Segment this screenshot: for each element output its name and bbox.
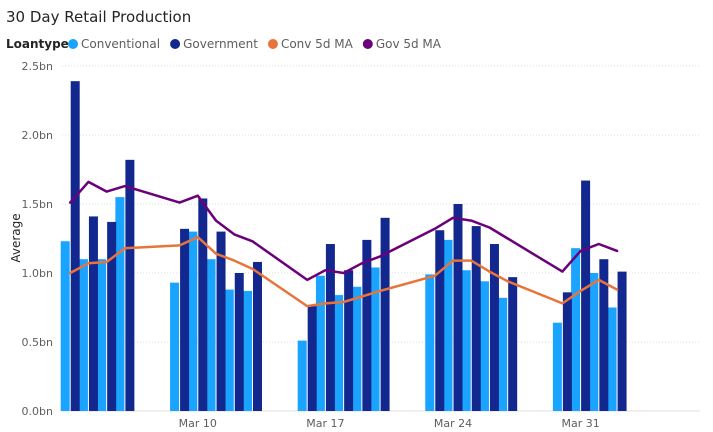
legend-marker-conv-5d-ma xyxy=(267,39,278,49)
legend-marker-conventional xyxy=(68,39,78,49)
bar-conventional[interactable] xyxy=(607,307,617,412)
bar-conventional[interactable] xyxy=(78,259,88,411)
bar-government[interactable] xyxy=(107,221,117,411)
bar-government[interactable] xyxy=(70,81,80,412)
bar-government[interactable] xyxy=(599,259,609,411)
bar-conventional[interactable] xyxy=(297,340,307,411)
bar-government[interactable] xyxy=(198,198,208,411)
legend-label-conv-5d-ma: Conv 5d MA xyxy=(281,37,354,51)
y-tick-label: 2.0bn xyxy=(22,129,53,142)
bar-government[interactable] xyxy=(216,231,226,411)
bar-conventional[interactable] xyxy=(425,274,435,411)
bar-conventional[interactable] xyxy=(479,281,489,411)
bar-conventional[interactable] xyxy=(334,295,344,411)
bar-conventional[interactable] xyxy=(352,286,362,411)
bar-government[interactable] xyxy=(252,261,262,411)
bar-government[interactable] xyxy=(180,228,190,411)
legend-label-government: Government xyxy=(183,37,258,51)
bar-government[interactable] xyxy=(471,226,481,411)
line-gov-5d-ma[interactable] xyxy=(68,180,619,282)
bar-government[interactable] xyxy=(125,159,135,411)
bar-conventional[interactable] xyxy=(97,259,107,411)
bar-conventional[interactable] xyxy=(315,275,325,411)
y-tick-label: 1.0bn xyxy=(22,267,53,280)
y-tick-label: 0.0bn xyxy=(22,405,53,418)
lines xyxy=(68,180,619,308)
bar-conventional[interactable] xyxy=(443,239,453,411)
bar-conventional[interactable] xyxy=(60,241,70,411)
bar-conventional[interactable] xyxy=(115,197,125,411)
bar-government[interactable] xyxy=(453,204,463,411)
bar-government[interactable] xyxy=(234,273,244,411)
line-conv-5d-ma[interactable] xyxy=(68,235,619,308)
bar-conventional[interactable] xyxy=(370,267,380,411)
bar-conventional[interactable] xyxy=(589,273,599,411)
chart-title: 30 Day Retail Production xyxy=(6,8,191,26)
legend[interactable]: Loantype Conventional Government Conv 5d M… xyxy=(6,37,442,51)
legend-label-gov-5d-ma: Gov 5d MA xyxy=(376,37,442,51)
bars xyxy=(60,81,627,412)
y-tick-label: 0.5bn xyxy=(22,336,53,349)
bar-government[interactable] xyxy=(88,216,98,411)
bar-government[interactable] xyxy=(435,230,445,411)
legend-title: Loantype xyxy=(6,37,69,51)
y-axis-title: Average xyxy=(9,213,23,262)
bar-conventional[interactable] xyxy=(242,290,252,411)
legend-marker-gov-5d-ma xyxy=(362,39,373,49)
bar-conventional[interactable] xyxy=(224,289,234,411)
bar-conventional[interactable] xyxy=(571,248,581,411)
x-tick-label: Mar 31 xyxy=(561,417,599,430)
bar-government[interactable] xyxy=(581,180,591,411)
x-axis: Mar 10 Mar 17 Mar 24 Mar 31 xyxy=(179,417,600,430)
x-tick-label: Mar 17 xyxy=(306,417,344,430)
bar-government[interactable] xyxy=(508,277,518,411)
bar-conventional[interactable] xyxy=(170,282,180,411)
bar-government[interactable] xyxy=(344,270,354,411)
bar-conventional[interactable] xyxy=(498,297,508,411)
x-tick-label: Mar 24 xyxy=(434,417,472,430)
y-tick-label: 1.5bn xyxy=(22,198,53,211)
bar-government[interactable] xyxy=(325,244,335,411)
bar-government[interactable] xyxy=(380,217,390,411)
bar-government[interactable] xyxy=(489,244,499,411)
x-tick-label: Mar 10 xyxy=(179,417,217,430)
bar-conventional[interactable] xyxy=(552,322,562,411)
y-axis: 0.0bn 0.5bn 1.0bn 1.5bn 2.0bn 2.5bn xyxy=(22,60,53,418)
legend-marker-government xyxy=(170,39,181,49)
bar-government[interactable] xyxy=(362,239,372,411)
bar-government[interactable] xyxy=(562,292,572,411)
bar-conventional[interactable] xyxy=(188,231,198,411)
bar-conventional[interactable] xyxy=(206,259,216,411)
bar-conventional[interactable] xyxy=(461,270,471,411)
y-tick-label: 2.5bn xyxy=(22,60,53,73)
bar-government[interactable] xyxy=(617,271,627,411)
legend-label-conventional: Conventional xyxy=(81,37,160,51)
bar-government[interactable] xyxy=(307,306,317,411)
